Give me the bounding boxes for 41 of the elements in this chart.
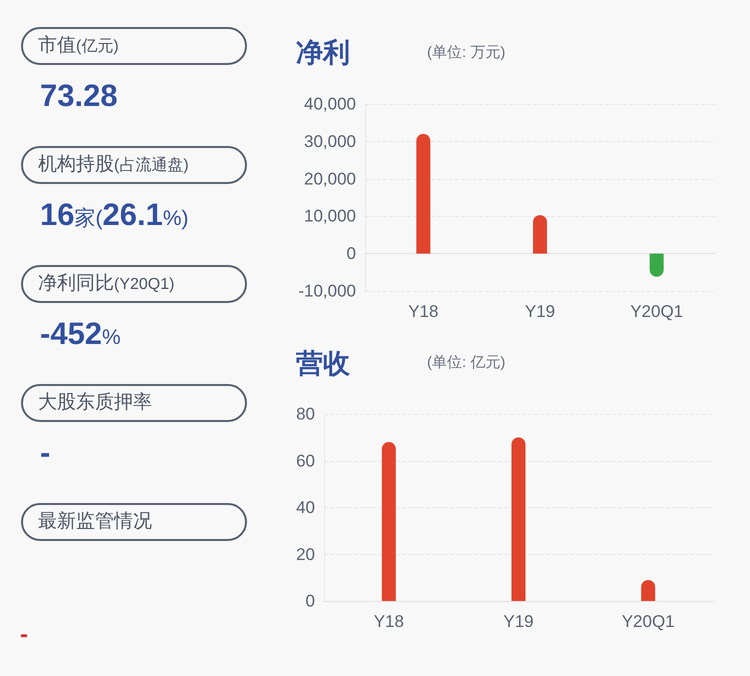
- category-label: 市值(亿元): [38, 35, 119, 56]
- category-label: 机构持股(占流通盘): [38, 154, 189, 175]
- chart-title: 净利: [296, 38, 350, 68]
- y-tick-label: 40: [296, 498, 315, 517]
- x-tick-label: Y19: [524, 302, 556, 321]
- y-tick-label: 10,000: [304, 206, 356, 226]
- x-tick-label: Y18: [408, 302, 438, 321]
- text: 73.28: [40, 78, 118, 113]
- text: -: [20, 620, 28, 650]
- y-tick-label: 30,000: [304, 132, 356, 151]
- y-tick-label: 20,000: [304, 169, 356, 188]
- y-tick-label: -10,000: [298, 282, 356, 300]
- bar: [416, 134, 430, 254]
- x-tick-label: Y20Q1: [622, 612, 675, 631]
- x-tick-label: Y19: [503, 612, 534, 631]
- x-tick-label: Y20Q1: [630, 302, 684, 321]
- bar: [382, 442, 396, 601]
- y-tick-label: 20: [296, 544, 315, 564]
- chart-subtitle: (单位: 万元): [427, 44, 506, 61]
- y-tick-label: 60: [296, 451, 315, 470]
- chart-title: 营收: [295, 348, 351, 378]
- y-tick-label: 80: [296, 404, 315, 424]
- text: -: [40, 435, 50, 470]
- text: -452%: [40, 316, 121, 351]
- category-label: 净利同比(Y20Q1): [38, 273, 174, 294]
- y-tick-label: 0: [346, 244, 356, 264]
- category-label: 最新监管情况: [38, 511, 152, 532]
- label-pill: 市值(亿元): [21, 27, 247, 65]
- x-tick-label: Y18: [374, 612, 404, 631]
- label-pill: 最新监管情况: [21, 503, 247, 541]
- label-pill: 净利同比(Y20Q1): [21, 265, 247, 303]
- chart-subtitle: (单位: 亿元): [427, 354, 506, 371]
- y-tick-label: 0: [306, 592, 315, 610]
- bar: [512, 437, 526, 601]
- label-pill: 大股东质押率: [21, 384, 247, 422]
- y-tick-label: 40,000: [304, 94, 356, 114]
- text: 16家(26.1%): [40, 197, 188, 232]
- category-label: 大股东质押率: [38, 392, 152, 413]
- label-pill: 机构持股(占流通盘): [21, 146, 247, 184]
- bar: [650, 254, 664, 277]
- bar: [533, 215, 547, 254]
